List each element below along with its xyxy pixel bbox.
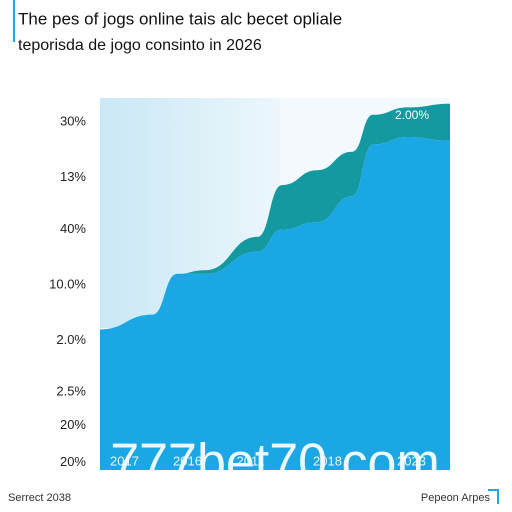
y-tick-label: 2.0% [56, 332, 86, 347]
y-tick-label: 2.5% [56, 384, 86, 399]
footer-left: Serrect 2038 [8, 492, 71, 504]
y-tick-label: 40% [60, 221, 86, 236]
x-tick-label: 2023 [397, 453, 426, 468]
footer-right: Pepeon Arpes [421, 492, 491, 504]
y-tick-label: 13% [60, 169, 86, 184]
y-tick-label: 10.0% [49, 276, 86, 291]
area [100, 103, 450, 330]
y-tick-label: 20% [60, 454, 86, 469]
x-tick-label: 2016 [173, 453, 202, 468]
corner-mark [488, 489, 499, 504]
area [100, 137, 450, 470]
x-tick-label: 2018 [313, 453, 342, 468]
watermark: 777bet70.com [110, 434, 440, 492]
x-tick-label: 2017 [110, 453, 139, 468]
y-tick-label: 30% [60, 114, 86, 129]
x-tick-label: 2011 [237, 453, 265, 468]
annotation: 2.00% [395, 108, 429, 122]
chart-title: The pes of jogs online tais alc becet op… [18, 9, 342, 28]
chart-subtitle: teporisda de jogo consinto in 2026 [18, 37, 262, 54]
y-tick-label: 20% [60, 417, 86, 432]
